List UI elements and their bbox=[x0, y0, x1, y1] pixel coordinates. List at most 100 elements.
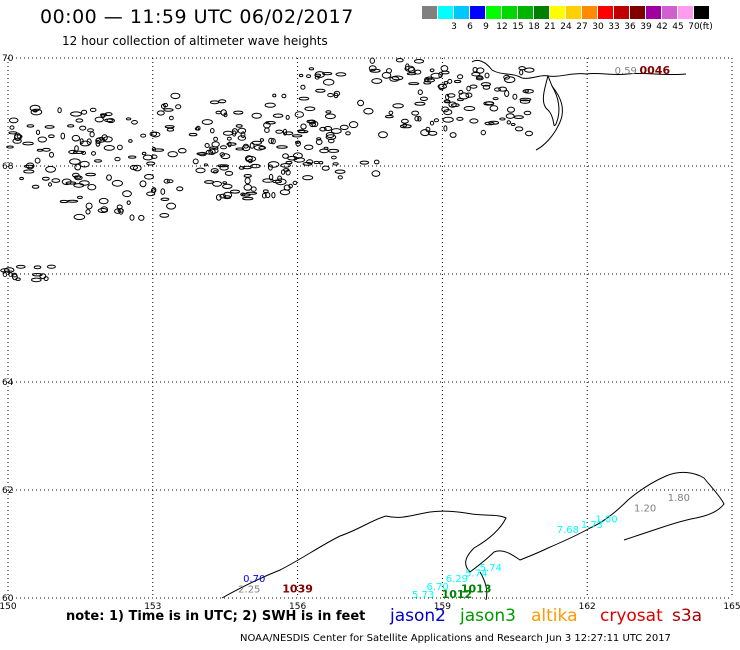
ice-floe-contour bbox=[178, 148, 187, 154]
ice-floe-contour bbox=[297, 129, 306, 134]
ice-floe-contour bbox=[293, 152, 303, 159]
swh-observation: 6.29 bbox=[446, 574, 468, 585]
ice-floe-contour bbox=[22, 141, 34, 146]
ice-floe-contour bbox=[66, 199, 79, 203]
ice-floe-contour bbox=[316, 137, 322, 141]
ice-floe-contour bbox=[466, 85, 471, 92]
ice-floe-contour bbox=[34, 157, 41, 164]
ice-floe-contour bbox=[268, 173, 274, 181]
ice-floe-contour bbox=[226, 136, 232, 141]
ice-floe-contour bbox=[337, 175, 343, 180]
ice-floe-contour bbox=[318, 161, 324, 165]
ice-floe-contour bbox=[128, 155, 137, 159]
ice-floe-contour bbox=[264, 127, 270, 133]
ice-floe-contour bbox=[408, 82, 420, 86]
longitude-label: 156 bbox=[289, 602, 306, 612]
ice-floe-contour bbox=[429, 120, 435, 126]
ice-floe-contour bbox=[94, 159, 102, 163]
ice-floe-contour bbox=[8, 131, 18, 135]
ice-floe-contour bbox=[60, 132, 66, 140]
swh-observation: 1.00 bbox=[595, 514, 617, 525]
ice-floe-contour bbox=[196, 152, 206, 156]
ice-floe-contour bbox=[215, 110, 222, 115]
ice-floe-contour bbox=[378, 131, 388, 139]
scale-tick-label: 3 bbox=[451, 22, 457, 32]
ice-floe-contour bbox=[150, 188, 156, 193]
ice-floe-contour bbox=[94, 116, 105, 123]
ice-floe-contour bbox=[101, 134, 108, 142]
ice-floe-contour bbox=[308, 67, 315, 71]
scale-unit: (ft) bbox=[699, 22, 713, 32]
ice-floe-contour bbox=[14, 132, 22, 140]
ice-floe-contour bbox=[388, 110, 394, 116]
ice-floe-contour bbox=[476, 75, 484, 80]
ice-floe-contour bbox=[285, 114, 290, 120]
ice-floe-contour bbox=[494, 87, 501, 92]
ice-floe-contour bbox=[253, 144, 265, 151]
ice-floe-contour bbox=[430, 72, 442, 79]
ice-floe-contour bbox=[79, 180, 90, 186]
ice-floe-contour bbox=[319, 126, 327, 132]
ice-floe-contour bbox=[332, 162, 339, 166]
ice-floe-contour bbox=[213, 170, 218, 174]
ice-floe-contour bbox=[414, 101, 426, 106]
swh-observation: 1.73 bbox=[581, 520, 603, 531]
ice-floe-contour bbox=[306, 74, 312, 78]
ice-floe-contour bbox=[453, 79, 462, 84]
ice-floe-contour bbox=[224, 170, 234, 176]
ice-floe-contour bbox=[26, 124, 35, 128]
ice-floe-contour bbox=[250, 163, 261, 169]
graticule: 150 153 156 159 162 165 70 68 66 64 62 60 bbox=[0, 54, 740, 612]
ice-floe-contour bbox=[209, 147, 219, 154]
ice-floe-contour bbox=[359, 160, 370, 165]
legend-entry: altika bbox=[531, 606, 578, 626]
ice-floe-contour bbox=[211, 141, 220, 148]
ice-floe-contour bbox=[507, 106, 515, 113]
ice-floe-contour bbox=[30, 108, 43, 116]
legend-entry: s3a bbox=[672, 606, 703, 626]
ice-floe-contour bbox=[100, 206, 109, 213]
ice-floe-contour bbox=[19, 176, 24, 181]
ice-floe-contour bbox=[315, 88, 326, 93]
ice-floe-contour bbox=[401, 118, 409, 124]
ice-floe-contour bbox=[524, 67, 535, 73]
legend-entry: jason2 bbox=[390, 606, 446, 626]
ice-floe-contour bbox=[100, 113, 108, 117]
ice-floe-contour bbox=[245, 155, 253, 163]
legend-entry: cryosat bbox=[600, 606, 663, 626]
ice-floe-contour bbox=[417, 89, 423, 95]
ice-floe-contour bbox=[89, 131, 95, 138]
ice-floe-contour bbox=[423, 80, 432, 85]
ice-floe-contour bbox=[219, 165, 229, 171]
ice-floe-contour bbox=[49, 151, 54, 158]
ice-floe-contour bbox=[395, 58, 404, 63]
ice-floe-contour bbox=[203, 163, 208, 167]
ice-floe-contour bbox=[243, 184, 253, 191]
ice-floe-contour bbox=[279, 189, 291, 196]
scale-tick-label: 12 bbox=[496, 22, 508, 32]
ice-floe-contour bbox=[456, 98, 464, 102]
swh-observation: 0046 bbox=[639, 64, 670, 77]
ice-floe-contour bbox=[325, 110, 332, 114]
ice-floe-contour bbox=[140, 133, 147, 138]
ice-floe-contour bbox=[217, 164, 230, 168]
ice-floe-contour bbox=[363, 107, 374, 115]
ice-floe-contour bbox=[261, 192, 267, 199]
ice-floe-contour bbox=[227, 141, 232, 148]
ice-floe-contour bbox=[114, 208, 121, 214]
ice-floe-contour bbox=[160, 197, 170, 202]
ice-floe-contour bbox=[159, 213, 170, 218]
ice-floe-contour bbox=[334, 169, 346, 174]
ice-floe-contour bbox=[240, 131, 246, 138]
ice-floe-contour bbox=[294, 111, 304, 118]
swh-observation: 5.73 bbox=[412, 590, 434, 601]
scale-swatch bbox=[422, 6, 437, 19]
ice-floe-contour bbox=[475, 76, 484, 81]
scale-swatch bbox=[566, 6, 581, 19]
observation-labels: 0.59 0046 1.80 1.20 1.001.737.68 0.702.25 1039… bbox=[238, 64, 690, 601]
scale-swatch bbox=[470, 6, 485, 19]
ice-floe-contour bbox=[72, 150, 85, 155]
ice-floe-contour bbox=[141, 151, 147, 156]
ice-floe-contour bbox=[414, 69, 422, 75]
